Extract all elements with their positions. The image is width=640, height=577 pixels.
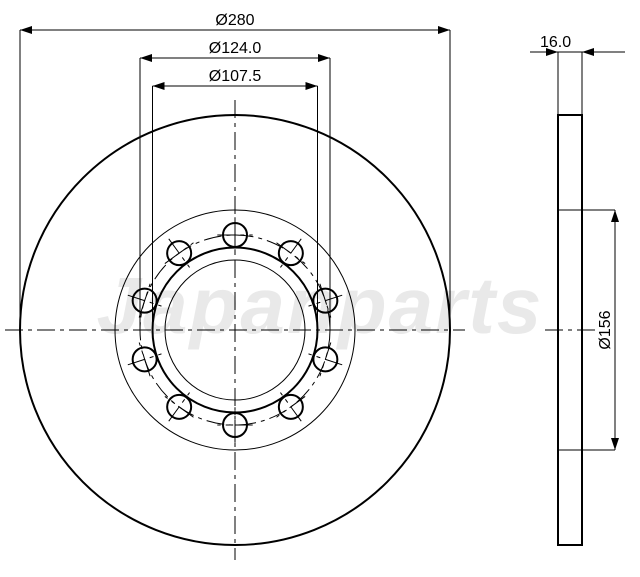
side-view — [545, 115, 600, 545]
dimension-thickness: 16.0 — [530, 34, 625, 115]
bolt-hole — [165, 239, 194, 268]
front-view — [5, 100, 465, 560]
bolt-hole — [128, 343, 162, 377]
bolt-hole — [309, 284, 343, 318]
bolt-hole — [217, 407, 252, 442]
bolt-hole — [128, 284, 162, 318]
bolt-hole — [165, 393, 194, 422]
dim-label-d280: Ø280 — [215, 12, 254, 29]
bolt-hole — [309, 343, 343, 377]
bolt-hole — [277, 393, 306, 422]
drawing-canvas: Ø280 Ø124.0 Ø107.5 16.0 Ø156 — [0, 0, 640, 577]
dim-label-d124: Ø124.0 — [209, 40, 262, 57]
dim-label-d156: Ø156 — [597, 310, 614, 349]
dim-label-d107: Ø107.5 — [209, 68, 262, 85]
dim-label-thickness: 16.0 — [540, 34, 571, 51]
bolt-hole — [217, 217, 252, 252]
bolt-hole — [277, 239, 306, 268]
